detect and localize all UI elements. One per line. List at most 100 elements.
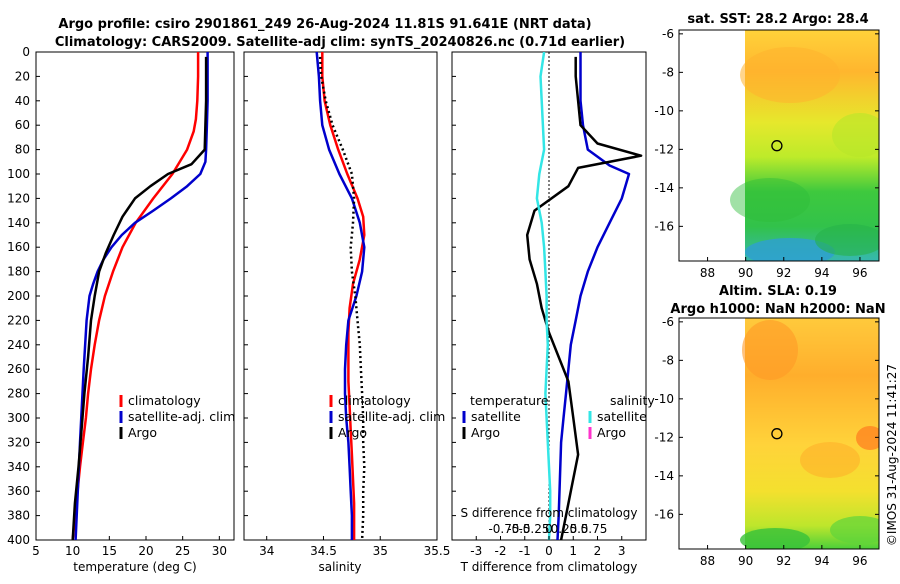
map-x-tick-label: 92 — [776, 554, 791, 568]
map-y-tick-label: -10 — [654, 104, 674, 118]
map-x-tick-label: 92 — [776, 266, 791, 280]
map-x-tick-label: 88 — [700, 554, 715, 568]
x-tick-label: 35 — [373, 544, 388, 558]
argo-location-marker — [771, 140, 783, 152]
legend-label-climatology: climatology — [338, 393, 411, 408]
s-difference-tick-label: -0.75 — [488, 522, 519, 536]
x-tick-label: 15 — [102, 544, 117, 558]
imos-credit: ©IMOS 31-Aug-2024 11:41:27 — [885, 364, 899, 546]
series-argo-temperature- — [525, 56, 643, 540]
legend-label-argo: Argo — [338, 425, 367, 440]
title-line-2: Climatology: CARS2009. Satellite-adj cli… — [55, 35, 625, 50]
s-difference-tick-label: 0.5 — [569, 522, 588, 536]
series-satellite-salinity- — [535, 52, 552, 540]
depth-tick-label: 200 — [7, 289, 30, 303]
sst-map-image — [679, 30, 879, 261]
title-line-1: Argo profile: csiro 2901861_249 26-Aug-2… — [58, 17, 591, 32]
sla-map-frame — [678, 317, 880, 550]
series-climatology — [71, 52, 200, 540]
x-tick-label: 35.5 — [424, 544, 451, 558]
x-tick-label: -1 — [519, 544, 531, 558]
x-tick-label: -2 — [495, 544, 507, 558]
map-y-tick-label: -10 — [654, 392, 674, 406]
map-y-tick-label: -16 — [654, 219, 674, 233]
difference-x-ticks: -3 -2 -1 0 1 2 3 — [470, 536, 626, 558]
legend-label-argo: Argo — [128, 425, 157, 440]
difference-legend: temperature satellite Argo salinity sate… — [462, 393, 655, 440]
depth-axis: 0 20 40 60 80 100 120 140 160 180 200 220 240 260 280 3… — [7, 45, 456, 547]
s-difference-tick-label: -0.25 — [518, 522, 549, 536]
x-tick-label: 1 — [569, 544, 577, 558]
legend-label-s-argo: Argo — [597, 425, 626, 440]
sla-map-ticks: 88 90 92 94 96 -6 -8 -10 -12 -14 -16 — [654, 315, 879, 568]
x-tick-label: 20 — [138, 544, 153, 558]
sst-map-title: sat. SST: 28.2 Argo: 28.4 — [687, 12, 868, 27]
map-y-tick-label: -6 — [662, 27, 674, 41]
map-y-tick-label: -14 — [654, 181, 674, 195]
depth-tick-label: 160 — [7, 240, 30, 254]
temperature-legend: climatology satellite-adj. clim Argo — [119, 393, 235, 440]
legend-label-satellite: satellite-adj. clim — [128, 409, 235, 424]
legend-label-t-argo: Argo — [471, 425, 500, 440]
depth-tick-label: 380 — [7, 509, 30, 523]
depth-tick-label: 400 — [7, 533, 30, 547]
series-argo — [71, 56, 208, 540]
series-satellite-adj-clim — [315, 52, 366, 540]
difference-series — [525, 52, 643, 540]
map-y-tick-label: -14 — [654, 469, 674, 483]
map-x-tick-label: 94 — [814, 266, 829, 280]
legend-title-temperature: temperature — [470, 393, 549, 408]
s-difference-tick-label: 0 — [545, 522, 553, 536]
depth-tick-label: 180 — [7, 265, 30, 279]
map-y-tick-label: -12 — [654, 430, 674, 444]
x-tick-label: -3 — [470, 544, 482, 558]
x-tick-label: 0 — [545, 544, 553, 558]
legend-label-s-satellite: satellite — [597, 409, 647, 424]
x-tick-label: 10 — [65, 544, 80, 558]
series-satellite-temperature- — [556, 52, 631, 540]
argo-location-marker — [771, 428, 783, 440]
sst-map-frame — [678, 29, 880, 262]
map-y-tick-label: -12 — [654, 142, 674, 156]
x-tick-label: 25 — [175, 544, 190, 558]
x-tick-label: 5 — [32, 544, 40, 558]
legend-label-t-satellite: satellite — [471, 409, 521, 424]
depth-tick-label: 60 — [15, 118, 30, 132]
depth-tick-label: 280 — [7, 387, 30, 401]
map-x-tick-label: 94 — [814, 554, 829, 568]
map-y-tick-label: -16 — [654, 507, 674, 521]
map-y-tick-label: -8 — [662, 65, 674, 79]
salinity-panel — [243, 51, 438, 541]
depth-tick-label: 120 — [7, 191, 30, 205]
depth-tick-label: 80 — [15, 143, 30, 157]
legend-label-satellite: satellite-adj. clim — [338, 409, 445, 424]
s-difference-tick-label: 0.25 — [551, 522, 578, 536]
map-y-tick-label: -6 — [662, 315, 674, 329]
x-tick-label: 30 — [212, 544, 227, 558]
map-x-tick-label: 90 — [738, 554, 753, 568]
legend-title-salinity: salinity — [610, 393, 655, 408]
temperature-x-ticks: 5 10 15 20 25 30 — [32, 536, 227, 558]
map-x-tick-label: 90 — [738, 266, 753, 280]
depth-tick-label: 320 — [7, 435, 30, 449]
salinity-legend: climatology satellite-adj. clim Argo — [329, 393, 445, 440]
s-difference-tick-label: 0.75 — [581, 522, 608, 536]
s-difference-tick-label: -0.5 — [507, 522, 530, 536]
x-tick-label: 2 — [594, 544, 602, 558]
depth-tick-label: 240 — [7, 338, 30, 352]
sla-map-title-2: Argo h1000: NaN h2000: NaN — [670, 302, 885, 317]
x-tick-label: 3 — [618, 544, 626, 558]
difference-xlabel: T difference from climatology — [460, 560, 638, 574]
map-x-tick-label: 96 — [852, 554, 867, 568]
s-difference-label: S difference from climatology — [461, 506, 638, 520]
temperature-panel — [35, 51, 235, 541]
depth-tick-label: 340 — [7, 460, 30, 474]
series-argo — [318, 56, 366, 540]
salinity-xlabel: salinity — [318, 560, 361, 574]
depth-tick-label: 40 — [15, 94, 30, 108]
sst-map-ticks: 88 90 92 94 96 -6 -8 -10 -12 -14 -16 — [654, 27, 879, 280]
depth-tick-label: 220 — [7, 313, 30, 327]
depth-tick-label: 300 — [7, 411, 30, 425]
